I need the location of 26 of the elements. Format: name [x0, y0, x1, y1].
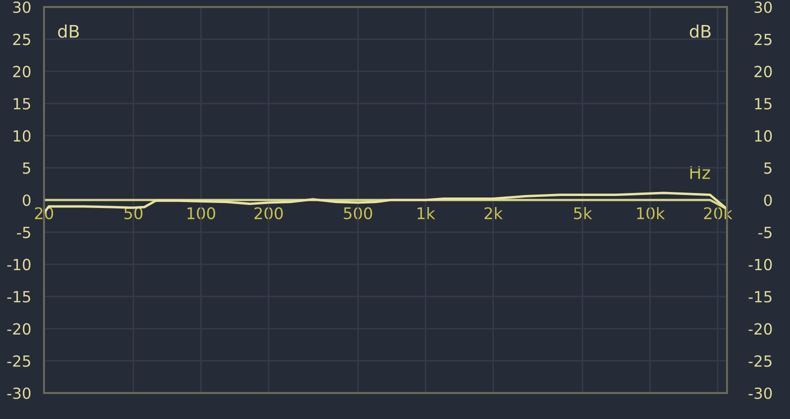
y-tick-label: 25 — [13, 34, 30, 46]
y-tick-label: 20 — [13, 66, 30, 78]
y2-tick-label: 10 — [755, 130, 772, 142]
y-tick-label: -20 — [7, 323, 30, 335]
y2-tick-label: -20 — [748, 323, 772, 335]
y2-tick-label: -30 — [748, 387, 772, 400]
y-tick-label: -15 — [7, 291, 30, 303]
y-tick-label: 0 — [22, 194, 30, 206]
y-tick-label: 15 — [14, 98, 30, 110]
y-tick-label: -10 — [7, 258, 30, 270]
y-tick-label: 30 — [13, 1, 30, 14]
y2-tick-label: 25 — [754, 34, 772, 46]
y2-tick-label: -5 — [758, 226, 772, 238]
y2-tick-label: 15 — [755, 98, 772, 110]
y2-tick-label: 30 — [754, 1, 772, 14]
y2-tick-label: 5 — [764, 162, 772, 174]
y-tick-label: 5 — [22, 162, 30, 174]
y-tick-label: -30 — [7, 387, 30, 400]
y2-tick-label: -15 — [748, 291, 772, 303]
y-tick-label: -5 — [17, 226, 30, 238]
y-tick-label: 10 — [14, 130, 30, 142]
y2-tick-label: 20 — [754, 66, 772, 78]
y-tick-label: -25 — [7, 355, 30, 367]
y2-tick-label: -25 — [748, 355, 772, 367]
y2-tick-label: -10 — [748, 258, 772, 270]
y2-tick-label: 0 — [764, 194, 772, 206]
